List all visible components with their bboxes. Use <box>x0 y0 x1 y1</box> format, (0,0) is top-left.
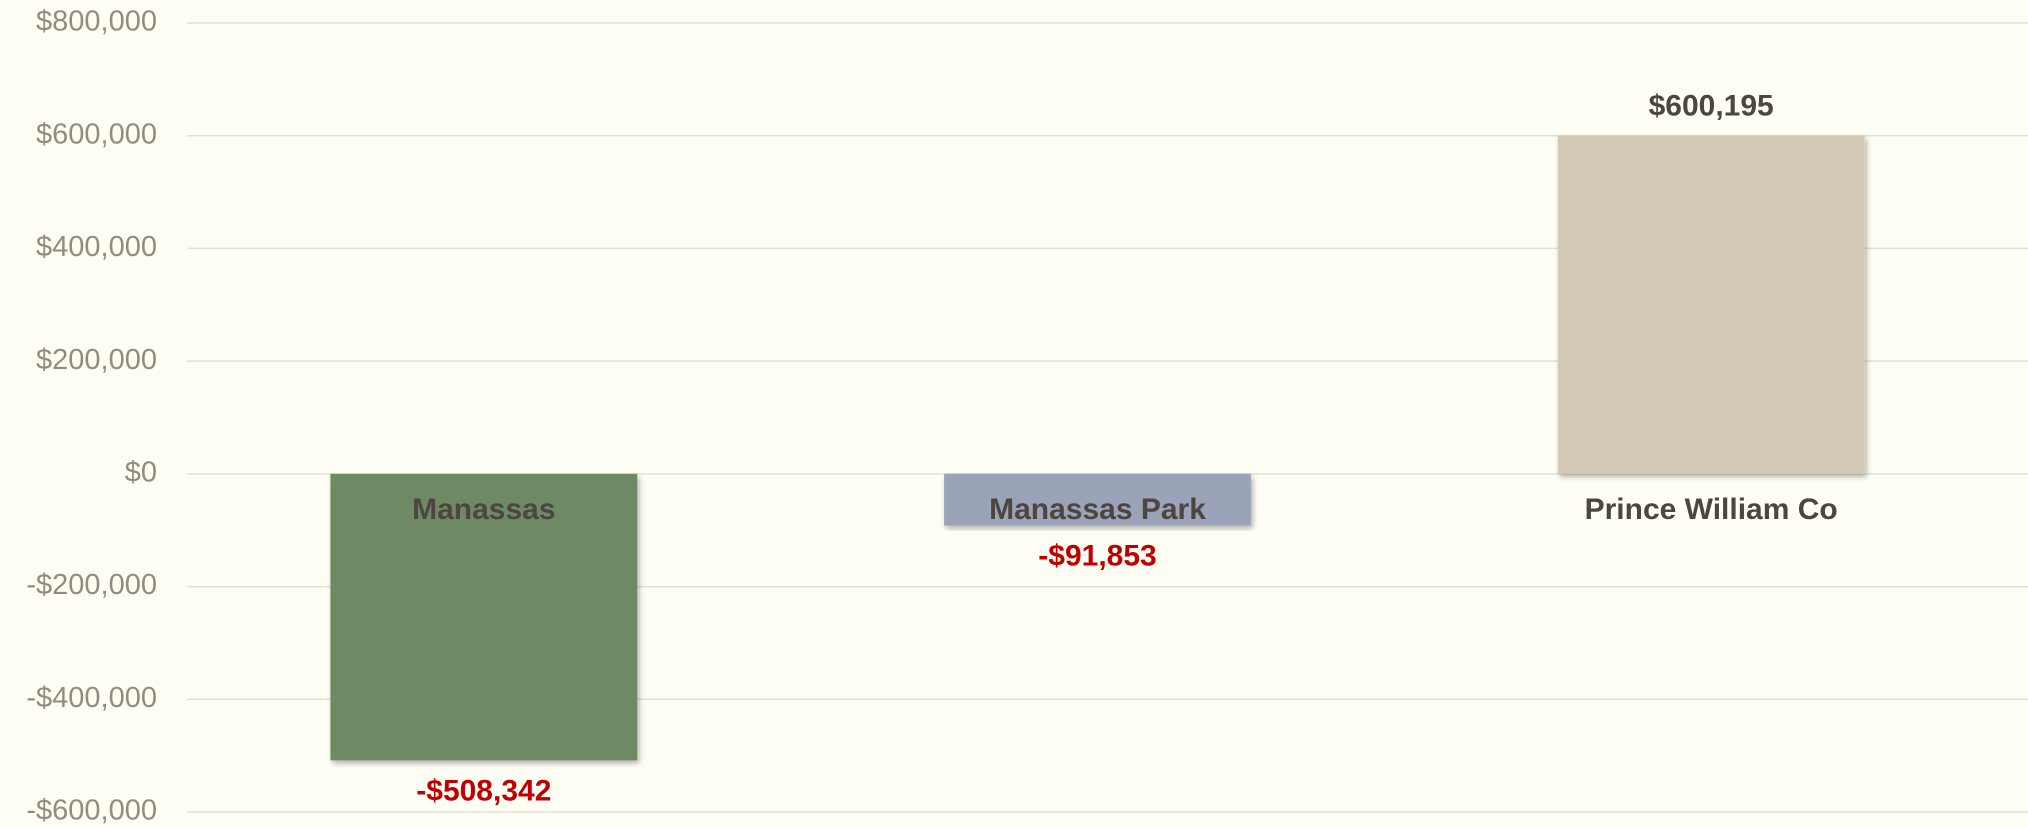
bar <box>330 473 638 761</box>
y-tick-label: -$400,000 <box>26 682 157 714</box>
category-label: Manassas Park <box>989 493 1206 526</box>
category-label: Manassas <box>412 493 555 526</box>
labels: -$600,000 -$400,000 -$200,000 $0 $200,000 $40… <box>26 6 1837 827</box>
y-tick-label: $600,000 <box>36 118 157 150</box>
category-label: Prince William Co <box>1585 493 1838 526</box>
y-tick-label: $0 <box>125 457 157 489</box>
y-tick-label: $400,000 <box>36 231 157 263</box>
y-tick-label: $200,000 <box>36 344 157 376</box>
y-tick-label: $800,000 <box>36 6 157 38</box>
value-label: -$508,342 <box>416 774 551 807</box>
bars <box>330 135 1865 761</box>
value-label: -$91,853 <box>1038 540 1156 573</box>
bar <box>944 473 1251 526</box>
y-tick-label: -$600,000 <box>26 795 157 827</box>
value-label: $600,195 <box>1649 90 1774 123</box>
bar <box>1557 135 1865 474</box>
y-tick-label: -$200,000 <box>26 569 157 601</box>
